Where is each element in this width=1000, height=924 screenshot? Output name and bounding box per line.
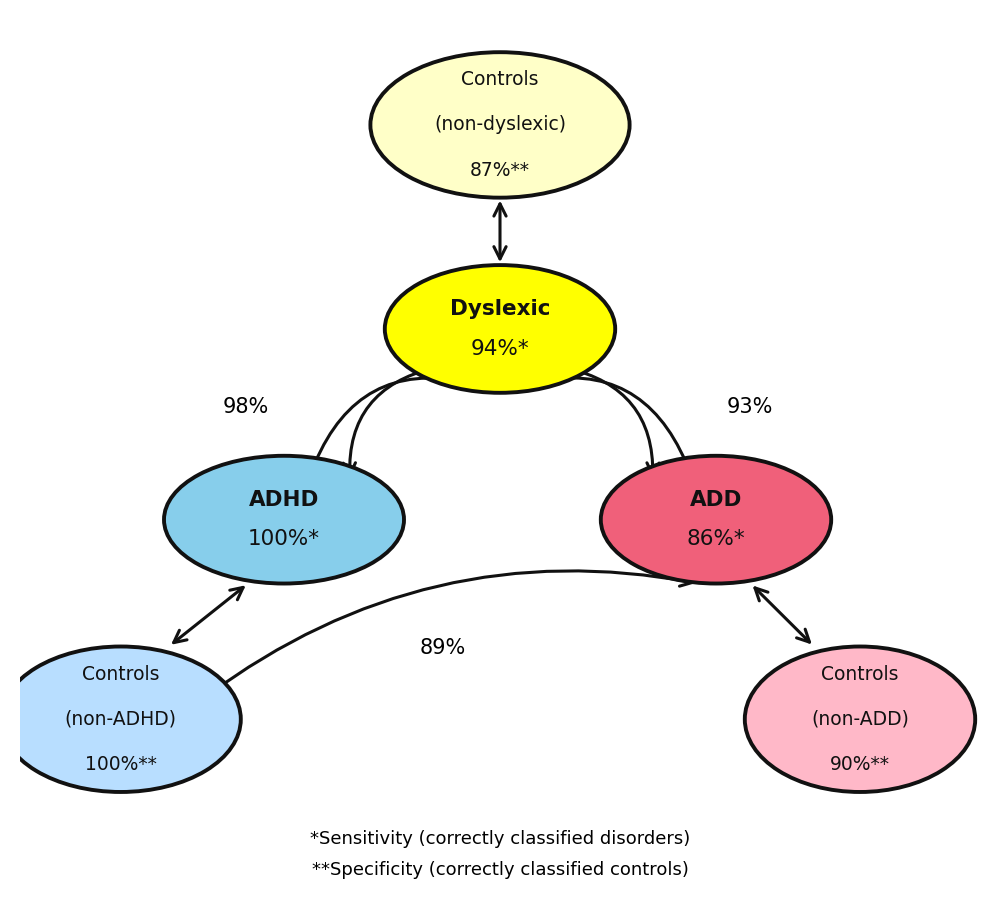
Ellipse shape: [370, 52, 630, 198]
Ellipse shape: [1, 647, 241, 792]
Text: Dyslexic: Dyslexic: [450, 299, 550, 319]
Text: 98%: 98%: [222, 397, 269, 417]
Text: 86%*: 86%*: [687, 529, 745, 550]
Ellipse shape: [601, 456, 831, 584]
Text: 100%*: 100%*: [248, 529, 320, 550]
Text: (non-ADD): (non-ADD): [811, 710, 909, 729]
Text: Controls: Controls: [82, 664, 160, 684]
Ellipse shape: [745, 647, 975, 792]
Text: 93%: 93%: [726, 397, 773, 417]
Text: (non-ADHD): (non-ADHD): [65, 710, 177, 729]
Text: **Specificity (correctly classified controls): **Specificity (correctly classified cont…: [312, 861, 688, 879]
Text: 100%**: 100%**: [85, 755, 157, 773]
Ellipse shape: [164, 456, 404, 584]
Text: 89%: 89%: [419, 638, 466, 658]
Text: *Sensitivity (correctly classified disorders): *Sensitivity (correctly classified disor…: [310, 830, 690, 848]
Text: ADD: ADD: [690, 490, 742, 510]
Text: 90%**: 90%**: [830, 755, 890, 773]
Ellipse shape: [385, 265, 615, 393]
Text: Controls: Controls: [821, 664, 899, 684]
Text: ADHD: ADHD: [249, 490, 319, 510]
Text: 87%**: 87%**: [470, 161, 530, 179]
Text: (non-dyslexic): (non-dyslexic): [434, 116, 566, 134]
Text: Controls: Controls: [461, 70, 539, 90]
Text: 94%*: 94%*: [471, 339, 529, 359]
